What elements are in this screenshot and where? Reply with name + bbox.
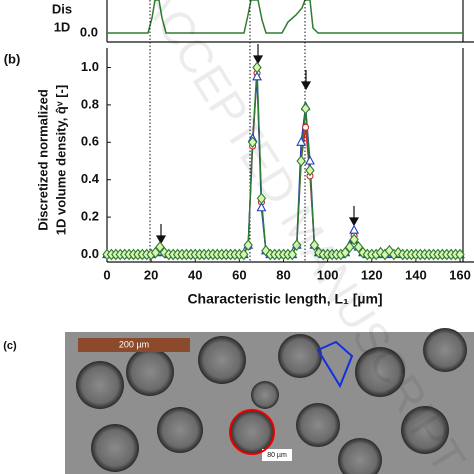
x-tick-label: 140 [405,267,427,282]
x-tick-label: 40 [188,267,202,282]
arrows [155,44,360,245]
point [300,102,311,115]
point [296,136,307,146]
particles [76,328,467,474]
point [309,239,320,252]
point [256,192,267,205]
scale-label: 200 µm [119,339,149,349]
highlight-circle [229,409,275,455]
point [252,71,262,81]
panel-c: (c) 200 µm 80 µm [3,328,474,474]
highlight-region [316,340,354,389]
y-tick-label: 0.0 [80,24,98,39]
y-label: 1D volume density, q̂ᵛ [-] [53,85,68,235]
y-tick-label: 0.4 [81,171,100,186]
point [247,136,258,149]
scale-box [262,449,292,461]
y-tick-label: 0.0 [81,246,99,261]
y-tick-label: 0.6 [81,134,99,149]
point [155,241,165,253]
panel-a: Dis 1D 0.0 [52,0,474,43]
point [261,244,271,257]
panel-b: (b) Discretized normalized 1D volume den… [4,0,474,307]
point [287,248,298,261]
point [239,248,249,261]
point [349,224,360,234]
x-tick-label: 100 [317,267,339,282]
point [256,202,267,212]
y-label: Discretized normalized [35,89,50,231]
point [150,246,161,259]
point [344,241,355,253]
point [455,248,465,261]
x-tick-label: 60 [232,267,246,282]
x-tick-label: 0 [103,267,110,282]
scale-bar [78,338,190,352]
point [349,233,359,246]
point [292,239,302,252]
y-tick-label: 1.0 [81,59,99,74]
panel-label: (c) [3,340,17,352]
point [384,244,395,257]
y-label: 1D [54,19,71,34]
scale-label: 80 µm [267,452,287,459]
x-tick-label: 160 [449,267,471,282]
point [302,123,310,131]
point [340,246,350,259]
point [353,241,364,253]
x-tick-label: 80 [276,267,290,282]
point [305,155,315,165]
point [252,61,262,74]
y-label: Dis [52,1,72,16]
point [296,155,306,167]
y-tick-label: 0.2 [81,209,99,224]
line [107,0,463,34]
x-tick-label: 120 [361,267,383,282]
point [243,239,253,252]
x-tick-label: 20 [144,267,158,282]
panel-label: (b) [4,51,21,66]
x-label: Characteristic length, L₁ [µm] [187,291,382,307]
y-tick-label: 0.8 [81,96,99,111]
point [305,164,315,177]
